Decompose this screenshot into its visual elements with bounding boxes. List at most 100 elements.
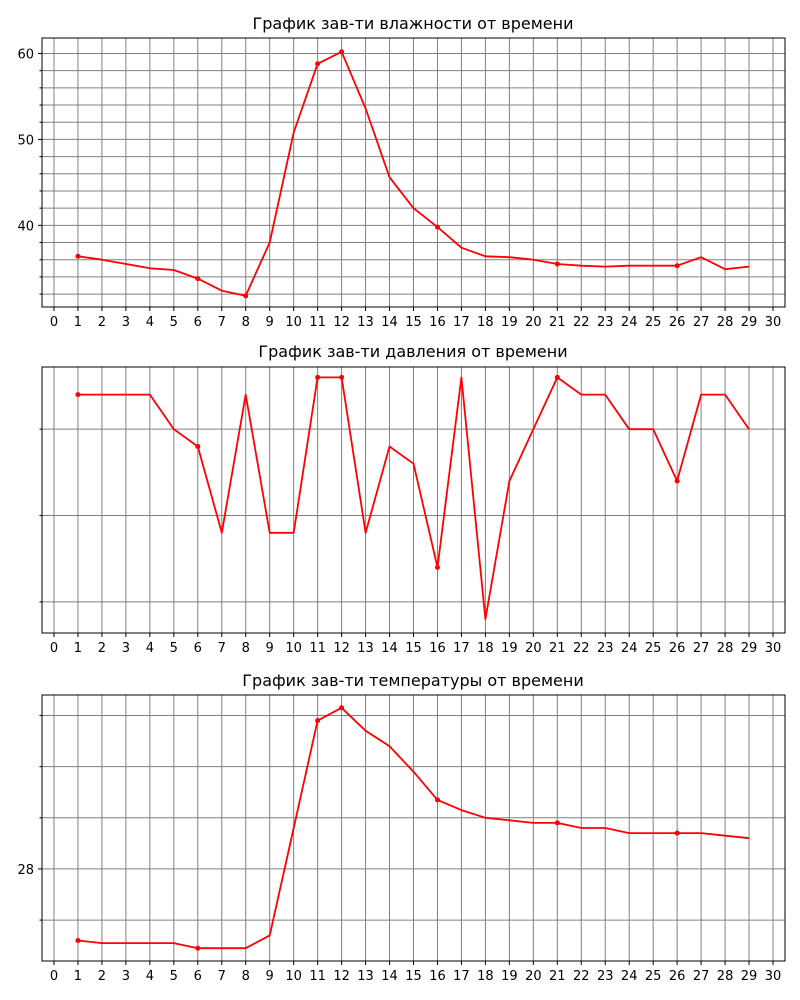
- x-tick-label: 19: [501, 641, 518, 656]
- series-line: [77, 706, 750, 950]
- x-tick-label: 17: [453, 969, 470, 984]
- data-point: [195, 945, 201, 951]
- x-tick-label: 28: [717, 969, 734, 984]
- x-tick-label: 19: [501, 315, 518, 330]
- x-tick-label: 18: [477, 969, 494, 984]
- x-tick-label: 7: [218, 969, 226, 984]
- x-tick-label: 26: [669, 969, 686, 984]
- x-tick-label: 26: [669, 315, 686, 330]
- plot-frame: [41, 366, 786, 634]
- plot-frame: [41, 37, 786, 308]
- x-tick-label: 22: [573, 315, 590, 330]
- x-tick-label: 27: [693, 315, 710, 330]
- x-tick-label: 9: [266, 641, 274, 656]
- x-tick-label: 23: [597, 641, 614, 656]
- data-point: [75, 938, 81, 944]
- x-tick-label: 4: [146, 315, 154, 330]
- x-tick-label: 22: [573, 641, 590, 656]
- x-tick-label: 0: [50, 641, 58, 656]
- x-tick-label: 7: [218, 641, 226, 656]
- x-tick-label: 14: [381, 641, 398, 656]
- x-tick-label: 12: [333, 969, 350, 984]
- data-point: [243, 293, 249, 299]
- x-tick-label: 0: [50, 315, 58, 330]
- x-tick-label: 13: [357, 315, 374, 330]
- x-tick-label: 15: [405, 315, 422, 330]
- data-point: [195, 443, 201, 449]
- x-tick-label: 20: [525, 641, 542, 656]
- x-tick-label: 9: [266, 969, 274, 984]
- x-tick-label: 6: [194, 969, 202, 984]
- series-line: [77, 50, 750, 297]
- x-tick-label: 2: [98, 315, 106, 330]
- x-tick-label: 9: [266, 315, 274, 330]
- x-tick-label: 10: [285, 315, 302, 330]
- x-tick-label: 7: [218, 315, 226, 330]
- x-tick-label: 18: [477, 315, 494, 330]
- x-tick-label: 2: [98, 641, 106, 656]
- data-point: [75, 392, 81, 398]
- data-point: [554, 261, 560, 267]
- x-tick-label: 12: [333, 641, 350, 656]
- x-tick-label: 23: [597, 315, 614, 330]
- data-point: [75, 253, 81, 259]
- x-tick-label: 16: [429, 969, 446, 984]
- x-tick-label: 3: [122, 641, 130, 656]
- x-tick-label: 24: [621, 969, 638, 984]
- x-tick-label: 2: [98, 969, 106, 984]
- data-point: [315, 718, 321, 724]
- data-point: [339, 49, 345, 55]
- x-tick-label: 30: [765, 315, 782, 330]
- x-tick-label: 21: [549, 641, 566, 656]
- x-tick-label: 15: [405, 641, 422, 656]
- x-tick-label: 29: [741, 641, 758, 656]
- x-tick-label: 1: [74, 969, 82, 984]
- x-tick-label: 4: [146, 969, 154, 984]
- x-tick-label: 14: [381, 315, 398, 330]
- x-tick-label: 20: [525, 969, 542, 984]
- x-tick-label: 3: [122, 315, 130, 330]
- x-tick-label: 25: [645, 641, 662, 656]
- x-tick-label: 23: [597, 969, 614, 984]
- x-tick-label: 8: [242, 641, 250, 656]
- x-tick-label: 13: [357, 969, 374, 984]
- data-point: [195, 276, 201, 282]
- x-tick-label: 14: [381, 969, 398, 984]
- data-point: [315, 61, 321, 67]
- data-point: [554, 820, 560, 826]
- y-tick-label: 50: [17, 133, 34, 148]
- x-tick-label: 16: [429, 641, 446, 656]
- x-tick-label: 5: [170, 641, 178, 656]
- x-tick-label: 17: [453, 315, 470, 330]
- chart-title: График зав-ти давления от времени: [258, 342, 567, 361]
- x-tick-label: 30: [765, 969, 782, 984]
- data-point: [674, 263, 680, 269]
- x-tick-label: 17: [453, 641, 470, 656]
- data-point: [674, 478, 680, 484]
- series-line: [78, 376, 750, 621]
- x-tick-label: 26: [669, 641, 686, 656]
- x-tick-label: 29: [741, 969, 758, 984]
- y-tick-label: 28: [17, 863, 34, 878]
- x-tick-label: 6: [194, 315, 202, 330]
- x-tick-label: 10: [285, 641, 302, 656]
- x-tick-label: 1: [74, 315, 82, 330]
- x-tick-label: 11: [309, 641, 326, 656]
- x-tick-label: 19: [501, 969, 518, 984]
- x-tick-label: 24: [621, 315, 638, 330]
- chart-title: График зав-ти влажности от времени: [253, 14, 574, 33]
- x-tick-label: 21: [549, 969, 566, 984]
- x-tick-label: 25: [645, 315, 662, 330]
- x-tick-label: 3: [122, 969, 130, 984]
- x-tick-label: 20: [525, 315, 542, 330]
- plot-frame: [41, 694, 786, 962]
- data-point: [434, 564, 440, 570]
- x-tick-label: 5: [170, 969, 178, 984]
- y-tick-label: 60: [17, 47, 34, 62]
- chart-title: График зав-ти температуры от времени: [242, 671, 583, 690]
- x-tick-label: 30: [765, 641, 782, 656]
